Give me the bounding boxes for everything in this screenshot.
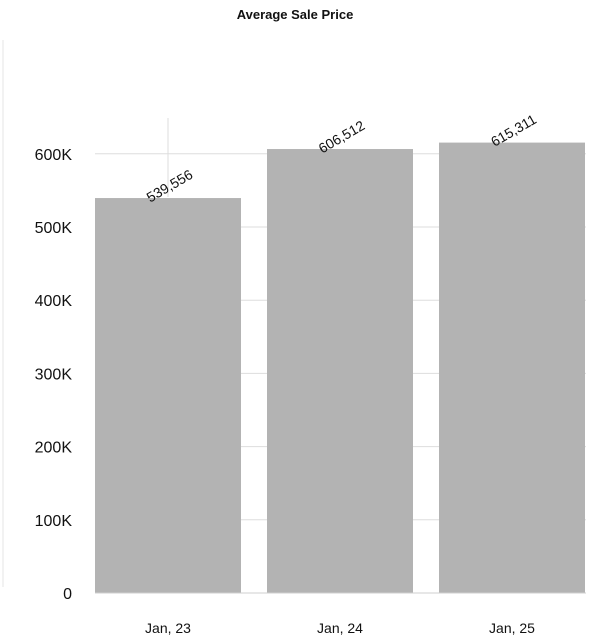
x-tick-label: Jan, 23	[145, 620, 191, 636]
x-tick-label: Jan, 24	[317, 620, 363, 636]
y-tick-label: 400K	[35, 293, 73, 310]
bars	[95, 142, 585, 594]
y-tick-label: 0	[63, 586, 72, 603]
bar[interactable]	[95, 198, 241, 593]
y-tick-label: 500K	[35, 220, 73, 237]
bar[interactable]	[439, 142, 585, 593]
y-tick-label: 600K	[35, 147, 73, 164]
y-tick-label: 100K	[35, 513, 73, 530]
chart-title: Average Sale Price	[236, 7, 354, 22]
x-tick-label: Jan, 25	[489, 620, 535, 636]
axes: 0 100K 200K 300K 400K 500K 600K Jan, 23 Jan, 24 J…	[2, 40, 586, 636]
y-tick-label: 200K	[35, 440, 73, 457]
bar[interactable]	[267, 149, 413, 594]
y-tick-label: 300K	[35, 366, 73, 383]
